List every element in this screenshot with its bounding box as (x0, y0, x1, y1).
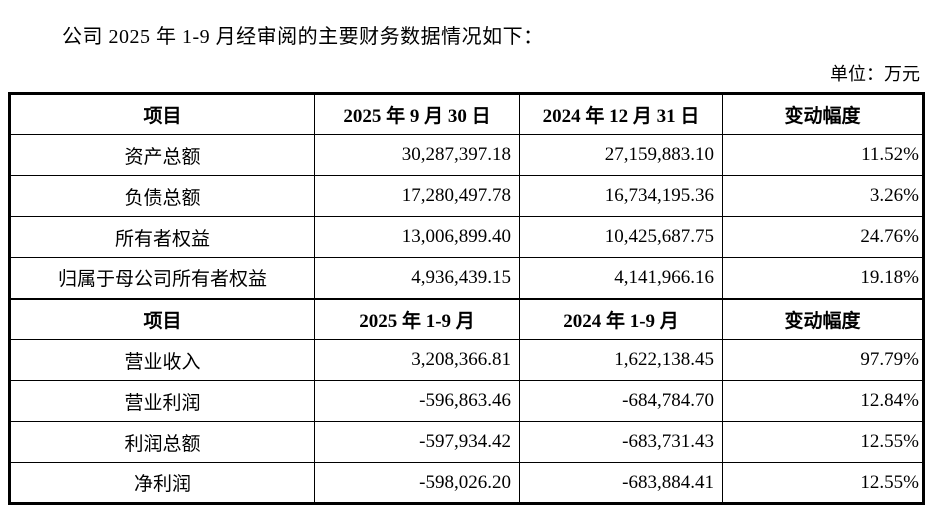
row-label: 利润总额 (9, 421, 315, 463)
value-cell: -597,934.42 (314, 421, 520, 463)
financial-table: 项目 2025 年 9 月 30 日 2024 年 12 月 31 日变动幅度 资产总… (8, 92, 925, 505)
table-row: 营业收入 3,208,366.81 1,622,138.45 97.79% (9, 339, 924, 381)
value-cell: 17,280,497.78 (314, 175, 520, 217)
value-cell: 12.84% (722, 380, 924, 422)
value-cell: 3,208,366.81 (314, 339, 520, 381)
row-label: 资产总额 (9, 134, 315, 176)
value-cell: 24.76% (722, 216, 924, 258)
unit-label: 单位：万元 (830, 64, 920, 84)
row-label: 净利润 (9, 462, 315, 504)
table-row: 净利润 -598,026.20 -683,884.41 12.55% (9, 462, 924, 504)
table-row: 利润总额 -597,934.42 -683,731.43 12.55% (9, 421, 924, 463)
value-cell: 4,936,439.15 (314, 257, 520, 299)
value-cell: -596,863.46 (314, 380, 520, 422)
table-row: 营业利润 -596,863.46 -684,784.70 12.84% (9, 380, 924, 422)
section-header-row: 项目 2025 年 1-9 月 2024 年 1-9 月变动幅度 (9, 297, 924, 340)
value-cell: 4,141,966.16 (519, 257, 723, 299)
value-cell: -683,731.43 (519, 421, 723, 463)
section-header-row: 项目 2025 年 9 月 30 日 2024 年 12 月 31 日变动幅度 (9, 93, 924, 135)
row-label: 归属于母公司所有者权益 (9, 257, 315, 299)
table-row: 归属于母公司所有者权益 4,936,439.15 4,141,966.16 19.18… (9, 257, 924, 299)
column-header: 2025 年 1-9 月 (314, 297, 520, 340)
row-label: 营业收入 (9, 339, 315, 381)
value-cell: -684,784.70 (519, 380, 723, 422)
column-header: 项目 (9, 93, 315, 135)
value-cell: 3.26% (722, 175, 924, 217)
value-cell: 11.52% (722, 134, 924, 176)
table-row: 所有者权益 13,006,899.40 10,425,687.75 24.76% (9, 216, 924, 258)
value-cell: 27,159,883.10 (519, 134, 723, 176)
column-header: 2025 年 9 月 30 日 (314, 93, 520, 135)
value-cell: 97.79% (722, 339, 924, 381)
value-cell: 19.18% (722, 257, 924, 299)
value-cell: 13,006,899.40 (314, 216, 520, 258)
value-cell: 30,287,397.18 (314, 134, 520, 176)
value-cell: 10,425,687.75 (519, 216, 723, 258)
table-row: 负债总额 17,280,497.78 16,734,195.36 3.26% (9, 175, 924, 217)
value-cell: -598,026.20 (314, 462, 520, 504)
row-label: 所有者权益 (9, 216, 315, 258)
page-title: 公司 2025 年 1-9 月经审阅的主要财务数据情况如下： (62, 26, 544, 48)
value-cell: 1,622,138.45 (519, 339, 723, 381)
row-label: 负债总额 (9, 175, 315, 217)
value-cell: 12.55% (722, 462, 924, 504)
column-header: 变动幅度 (722, 297, 924, 340)
row-label: 营业利润 (9, 380, 315, 422)
column-header: 项目 (9, 297, 315, 340)
value-cell: 16,734,195.36 (519, 175, 723, 217)
column-header: 变动幅度 (722, 93, 924, 135)
table-row: 资产总额 30,287,397.18 27,159,883.10 11.52% (9, 134, 924, 176)
value-cell: 12.55% (722, 421, 924, 463)
financial-table-body: 项目 2025 年 9 月 30 日 2024 年 12 月 31 日变动幅度 资产总… (9, 93, 924, 504)
column-header: 2024 年 1-9 月 (519, 297, 723, 340)
value-cell: -683,884.41 (519, 462, 723, 504)
column-header: 2024 年 12 月 31 日 (519, 93, 723, 135)
